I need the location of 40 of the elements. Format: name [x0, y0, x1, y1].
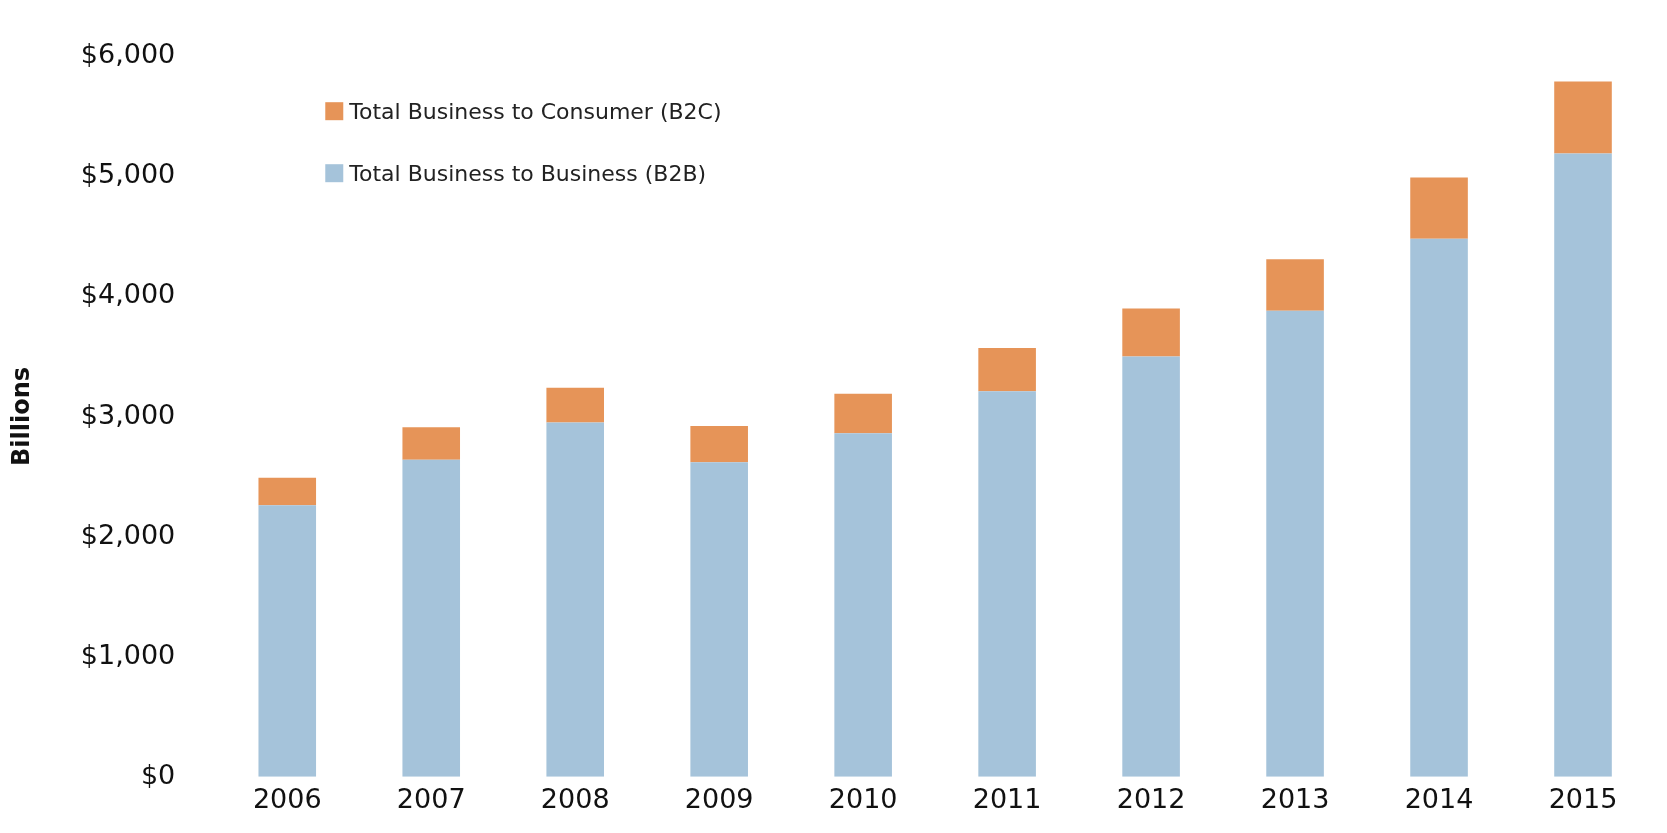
x-tick-label: 2015 [1548, 783, 1618, 815]
x-tick-label: 2013 [1260, 783, 1330, 815]
y-tick-label: $2,000 [80, 518, 176, 550]
x-tick-label: 2011 [972, 783, 1042, 815]
y-tick-label: $1,000 [80, 638, 176, 670]
x-tick-label: 2009 [684, 783, 754, 815]
bar [1122, 356, 1180, 777]
x-tick-label: 2012 [1116, 783, 1186, 815]
bar [1410, 238, 1468, 777]
bar [978, 391, 1036, 777]
bar [402, 427, 461, 460]
bar [258, 477, 317, 506]
bar [1122, 308, 1180, 357]
bar [546, 422, 604, 777]
x-tick-label: 2008 [540, 783, 610, 815]
bar [1554, 153, 1612, 777]
y-tick-label: $5,000 [80, 158, 176, 190]
x-tick-label: 2006 [252, 783, 322, 815]
legend-label: Total Business to Consumer (B2C) [348, 98, 722, 124]
bar [1410, 177, 1468, 239]
bar [1266, 259, 1324, 311]
bar [690, 462, 748, 777]
bar [690, 426, 748, 463]
legend-label: Total Business to Business (B2B) [348, 160, 707, 186]
y-tick-label: $0 [140, 758, 176, 790]
y-axis-title: Billions [6, 366, 35, 467]
x-tick-label: 2010 [828, 783, 898, 815]
x-tick-label: 2014 [1404, 783, 1474, 815]
bar [1266, 310, 1324, 777]
y-tick-label: $4,000 [80, 278, 176, 310]
y-tick-label: $6,000 [80, 38, 176, 70]
bar [834, 433, 892, 777]
bar [978, 348, 1036, 392]
bar [258, 505, 317, 777]
bar [834, 393, 892, 434]
x-tick-label: 2007 [396, 783, 466, 815]
bar [402, 459, 461, 777]
y-tick-label: $3,000 [80, 398, 176, 430]
bar [546, 387, 604, 423]
bar [1554, 81, 1612, 154]
